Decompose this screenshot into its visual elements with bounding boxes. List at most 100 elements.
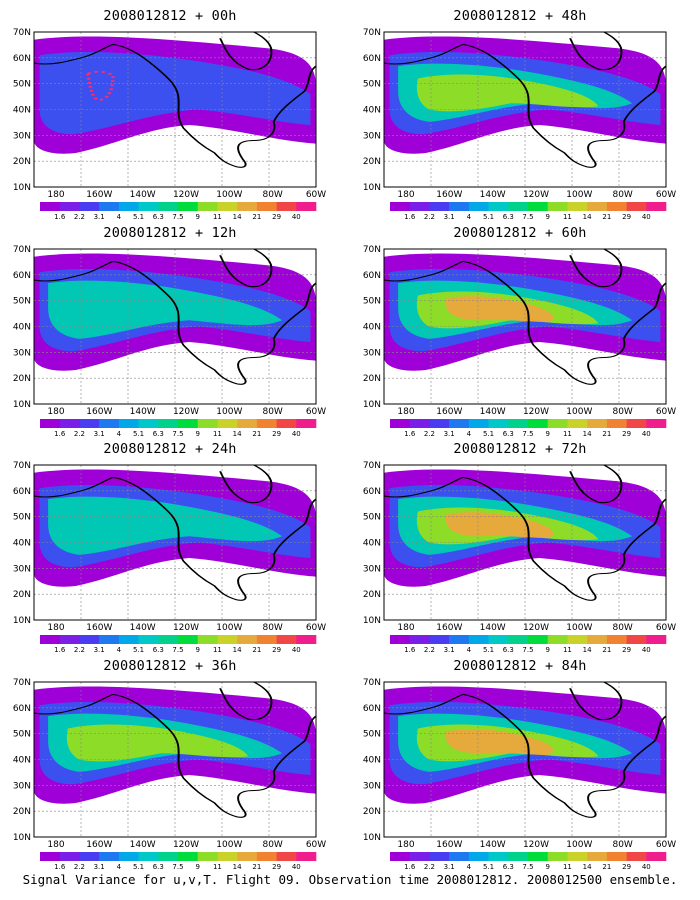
lat-label: 40N <box>13 106 31 116</box>
lat-label: 60N <box>363 271 381 281</box>
lat-label: 50N <box>13 297 31 307</box>
colorbar-label: 40 <box>292 430 301 437</box>
colorbar-swatch <box>158 419 179 428</box>
map-panel-p84: 2008012812 + 84h 70N 60N 50N 40N 30N 20N 10N 180… <box>350 650 690 870</box>
colorbar-swatch <box>468 202 489 211</box>
gridlines <box>384 465 666 620</box>
colorbar-label: 6.3 <box>503 213 514 220</box>
lon-label: 60W <box>306 407 326 417</box>
variance-field <box>384 686 666 804</box>
colorbar-label: 1.6 <box>54 646 66 653</box>
lat-label: 50N <box>13 80 31 90</box>
colorbar-label: 6.3 <box>503 430 514 437</box>
colorbar-label: 9 <box>545 213 549 220</box>
colorbar-swatch <box>59 419 80 428</box>
colorbar-label: 4 <box>117 430 122 437</box>
lon-label: 100W <box>566 840 592 850</box>
lon-label: 140W <box>480 407 506 417</box>
lon-label: 60W <box>306 623 326 633</box>
colorbar-swatch <box>449 852 470 861</box>
lat-label: 40N <box>13 323 31 333</box>
colorbar: 1.6 2.2 3.1 4 5.1 6.3 7.5 9 11 14 21 29 40 <box>40 419 317 437</box>
colorbar-label: 21 <box>252 213 261 220</box>
lat-label: 30N <box>13 781 31 791</box>
colorbar-label: 29 <box>272 646 281 653</box>
colorbar-label: 29 <box>622 646 631 653</box>
lon-label: 80W <box>612 840 632 850</box>
colorbar-swatch <box>508 852 529 861</box>
lat-label: 30N <box>363 781 381 791</box>
flight-track <box>85 70 115 102</box>
colorbar-label: 29 <box>272 430 281 437</box>
lat-label: 10N <box>13 183 31 193</box>
colorbar-swatch <box>626 419 647 428</box>
colorbar-swatch <box>99 202 120 211</box>
colorbar-swatch <box>547 202 568 211</box>
colorbar-label: 14 <box>583 863 592 870</box>
variance-band <box>416 74 599 112</box>
colorbar-label: 4 <box>467 430 472 437</box>
map-plot: 70N 60N 50N 40N 30N 20N 10N 180 160W 140W 120W 100W… <box>363 28 676 220</box>
lat-label: 70N <box>363 245 381 255</box>
lat-label: 10N <box>13 400 31 410</box>
colorbar-label: 11 <box>563 213 572 220</box>
colorbar-label: 1.6 <box>404 646 416 653</box>
colorbar-label: 9 <box>545 863 549 870</box>
panel-title: 2008012812 + 36h <box>103 658 237 674</box>
lon-label: 80W <box>262 840 282 850</box>
map-panel-p12: 2008012812 + 12h 70N 60N 50N 40N 30N 20N 10N 180… <box>0 217 340 437</box>
lat-label: 30N <box>13 131 31 141</box>
colorbar-label: 9 <box>195 863 199 870</box>
figure-caption: Signal Variance for u,v,T. Flight 09. Ob… <box>22 872 678 887</box>
lat-label: 30N <box>363 348 381 358</box>
colorbar-swatch <box>296 852 317 861</box>
lat-label: 40N <box>363 756 381 766</box>
lon-label: 140W <box>480 190 506 200</box>
colorbar-swatch <box>118 852 139 861</box>
colorbar-label: 40 <box>292 213 301 220</box>
colorbar-swatch <box>158 852 179 861</box>
lat-label: 10N <box>13 833 31 843</box>
lat-label: 20N <box>363 590 381 600</box>
gridlines <box>34 682 316 837</box>
colorbar-swatch <box>178 852 199 861</box>
lat-label: 20N <box>13 807 31 817</box>
colorbar-label: 11 <box>213 213 222 220</box>
lon-label: 80W <box>612 407 632 417</box>
colorbar-label: 14 <box>233 646 242 653</box>
panel-title: 2008012812 + 72h <box>453 441 587 457</box>
map-plot: 70N 60N 50N 40N 30N 20N 10N 180 160W 140W 120W 100W… <box>13 461 326 653</box>
colorbar-swatch <box>508 419 529 428</box>
colorbar-label: 7.5 <box>522 430 533 437</box>
lon-label: 80W <box>262 190 282 200</box>
lon-label: 180 <box>47 190 64 200</box>
colorbar-swatch <box>547 419 568 428</box>
colorbar-swatch <box>567 635 588 644</box>
lat-label: 60N <box>13 704 31 714</box>
lon-label: 120W <box>523 190 549 200</box>
colorbar-swatch <box>40 852 61 861</box>
lon-label: 160W <box>86 190 112 200</box>
lon-label: 180 <box>397 407 414 417</box>
colorbar-swatch <box>79 635 100 644</box>
colorbar-swatch <box>646 635 667 644</box>
colorbar-swatch <box>256 419 277 428</box>
lon-label: 140W <box>130 623 156 633</box>
colorbar-label: 9 <box>195 646 199 653</box>
panel-title: 2008012812 + 60h <box>453 225 587 241</box>
colorbar-label: 21 <box>252 646 261 653</box>
lat-label: 20N <box>13 374 31 384</box>
colorbar-swatch <box>158 202 179 211</box>
colorbar-label: 21 <box>602 430 611 437</box>
colorbar-label: 7.5 <box>522 213 533 220</box>
lat-label: 30N <box>363 564 381 574</box>
colorbar-swatch <box>390 419 411 428</box>
lon-label: 60W <box>656 407 676 417</box>
colorbar-swatch <box>256 852 277 861</box>
colorbar-swatch <box>547 635 568 644</box>
colorbar-swatch <box>567 419 588 428</box>
colorbar-swatch <box>528 635 549 644</box>
lon-label: 120W <box>523 407 549 417</box>
lat-label: 70N <box>363 461 381 471</box>
colorbar-swatch <box>256 202 277 211</box>
